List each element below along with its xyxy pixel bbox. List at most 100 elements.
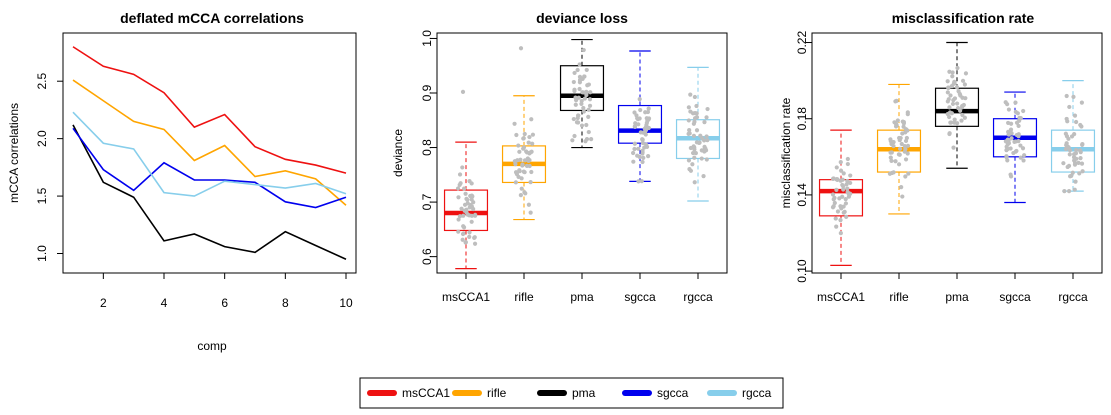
jitter-point: [457, 214, 463, 219]
jitter-point: [572, 88, 577, 94]
jitter-point: [1079, 124, 1084, 129]
jitter-point: [903, 157, 909, 162]
legend-label-rifle: rifle: [487, 386, 507, 400]
jitter-point: [837, 196, 842, 201]
jitter-point: [460, 231, 466, 237]
jitter-point: [463, 240, 468, 245]
jitter-point: [587, 103, 593, 108]
jitter-point: [950, 101, 956, 107]
jitter-point: [467, 205, 472, 210]
jitter-point: [455, 186, 461, 191]
jitter-point: [572, 133, 577, 139]
jitter-point: [893, 99, 898, 104]
jitter-point: [1077, 148, 1083, 153]
jitter-point: [955, 101, 960, 106]
chart-title: misclassification rate: [892, 10, 1035, 26]
jitter-point: [1072, 113, 1078, 118]
jitter-point: [1078, 156, 1083, 161]
jitter-point: [580, 90, 585, 95]
jitter-point: [1016, 132, 1021, 137]
jitter-point: [950, 70, 955, 75]
y-tick-label: 1.0: [35, 245, 49, 262]
jitter-point: [1079, 161, 1085, 166]
jitter-point: [699, 156, 704, 161]
jitter-point: [688, 92, 693, 97]
jitter-point: [838, 218, 843, 223]
jitter-point: [900, 194, 905, 199]
jitter-point: [528, 180, 533, 185]
jitter-point: [469, 181, 474, 186]
jitter-point: [962, 82, 967, 87]
jitter-point: [951, 145, 956, 150]
jitter-point: [896, 152, 902, 157]
jitter-point: [845, 161, 850, 167]
jitter-point: [963, 96, 968, 101]
jitter-point: [690, 150, 696, 156]
y-axis-label: deviance: [391, 129, 405, 177]
jitter-point: [947, 69, 952, 74]
jitter-point: [529, 169, 534, 175]
jitter-point: [520, 162, 525, 167]
jitter-point: [690, 162, 695, 167]
jitter-point: [581, 105, 586, 111]
jitter-point: [1067, 152, 1072, 157]
jitter-point: [841, 184, 846, 189]
jitter-point: [1020, 146, 1026, 151]
jitter-point: [579, 101, 584, 107]
jitter-point: [1070, 170, 1075, 175]
jitter-point: [572, 70, 577, 76]
jitter-point: [691, 144, 696, 149]
y-tick-label: 0.10: [795, 259, 809, 283]
jitter-point: [469, 197, 474, 202]
jitter-point: [1064, 116, 1069, 122]
jitter-point: [904, 135, 909, 141]
jitter-point: [702, 149, 707, 154]
jitter-point: [832, 200, 837, 206]
y-tick-label: 0.7: [420, 193, 434, 210]
jitter-point: [1022, 153, 1027, 158]
jitter-point: [637, 97, 642, 102]
jitter-point: [1018, 155, 1023, 160]
x-tick-label: 4: [161, 296, 168, 310]
jitter-point: [646, 116, 652, 121]
jitter-point: [1072, 132, 1077, 137]
jitter-point: [692, 94, 697, 100]
jitter-point: [688, 109, 693, 114]
jitter-point: [955, 65, 960, 71]
box-pma: [559, 65, 605, 112]
jitter-point: [469, 219, 474, 224]
jitter-point: [846, 194, 851, 199]
jitter-point: [702, 144, 707, 149]
jitter-point: [698, 133, 703, 138]
jitter-point: [473, 213, 478, 218]
jitter-point: [579, 123, 585, 128]
jitter-point: [646, 154, 651, 159]
jitter-point: [1073, 160, 1078, 165]
jitter-point: [1067, 104, 1072, 110]
jitter-point: [456, 195, 461, 200]
jitter-point: [517, 149, 522, 154]
x-tick-label: pma: [570, 290, 594, 304]
x-axis-label: comp: [197, 339, 227, 353]
jitter-point: [843, 197, 848, 202]
jitter-point: [845, 156, 850, 162]
jitter-point: [1013, 109, 1018, 115]
jitter-point: [1064, 93, 1069, 99]
jitter-point: [897, 146, 903, 151]
jitter-point: [462, 186, 467, 191]
x-tick-label: rgcca: [683, 290, 713, 304]
jitter-point: [1011, 150, 1016, 156]
jitter-point: [522, 131, 527, 137]
jitter-point: [631, 159, 636, 164]
jitter-point: [1080, 169, 1085, 174]
jitter-point: [467, 213, 472, 218]
jitter-point: [1006, 138, 1011, 143]
jitter-point: [1065, 164, 1070, 170]
jitter-point: [1006, 120, 1011, 126]
jitter-point: [1072, 152, 1077, 157]
x-tick-label: rifle: [889, 290, 909, 304]
jitter-point: [527, 163, 532, 169]
jitter-point: [830, 192, 836, 197]
jitter-point: [838, 160, 843, 165]
jitter-point: [845, 189, 850, 195]
